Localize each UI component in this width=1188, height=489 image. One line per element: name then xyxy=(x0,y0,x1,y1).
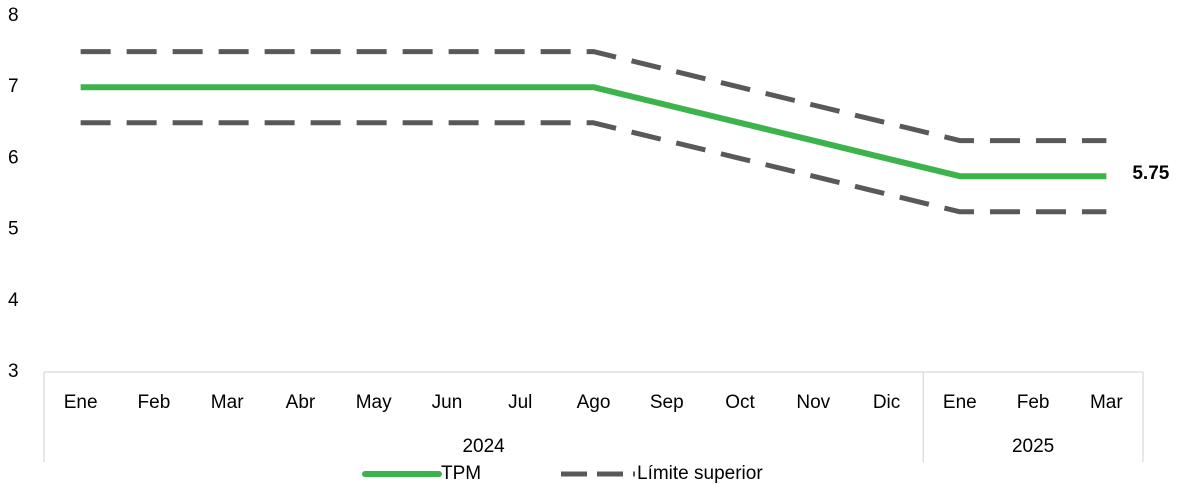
legend-label: Límite superior xyxy=(637,463,763,484)
band-line xyxy=(80,120,1107,215)
y-tick-label: 4 xyxy=(8,290,19,311)
y-tick-label: 5 xyxy=(8,219,19,240)
group-label: 2025 xyxy=(1012,436,1054,457)
y-tick-label: 8 xyxy=(8,5,19,26)
x-tick-label: Feb xyxy=(1017,392,1050,413)
x-tick-label: Sep xyxy=(650,392,684,413)
x-tick-label: Oct xyxy=(725,392,755,413)
x-tick-label: Nov xyxy=(796,392,830,413)
x-tick-label: Mar xyxy=(211,392,244,413)
x-tick-label: Ene xyxy=(64,392,98,413)
x-tick-label: Jun xyxy=(432,392,463,413)
series-line xyxy=(80,84,1107,180)
legend-label: TPM xyxy=(441,463,481,484)
x-tick-label: Ene xyxy=(943,392,977,413)
y-tick-label: 3 xyxy=(8,361,19,382)
x-tick-label: May xyxy=(356,392,392,413)
group-label: 2024 xyxy=(462,436,505,457)
x-tick-label: Abr xyxy=(286,392,316,413)
y-tick-label: 6 xyxy=(8,147,19,168)
y-tick-label: 7 xyxy=(8,76,19,97)
x-tick-label: Dic xyxy=(873,392,900,413)
x-tick-label: Mar xyxy=(1090,392,1123,413)
band-line xyxy=(80,49,1107,144)
data-label: 5.75 xyxy=(1132,163,1169,184)
x-tick-label: Jul xyxy=(508,392,532,413)
x-tick-label: Feb xyxy=(138,392,171,413)
x-tick-label: Ago xyxy=(577,392,611,413)
